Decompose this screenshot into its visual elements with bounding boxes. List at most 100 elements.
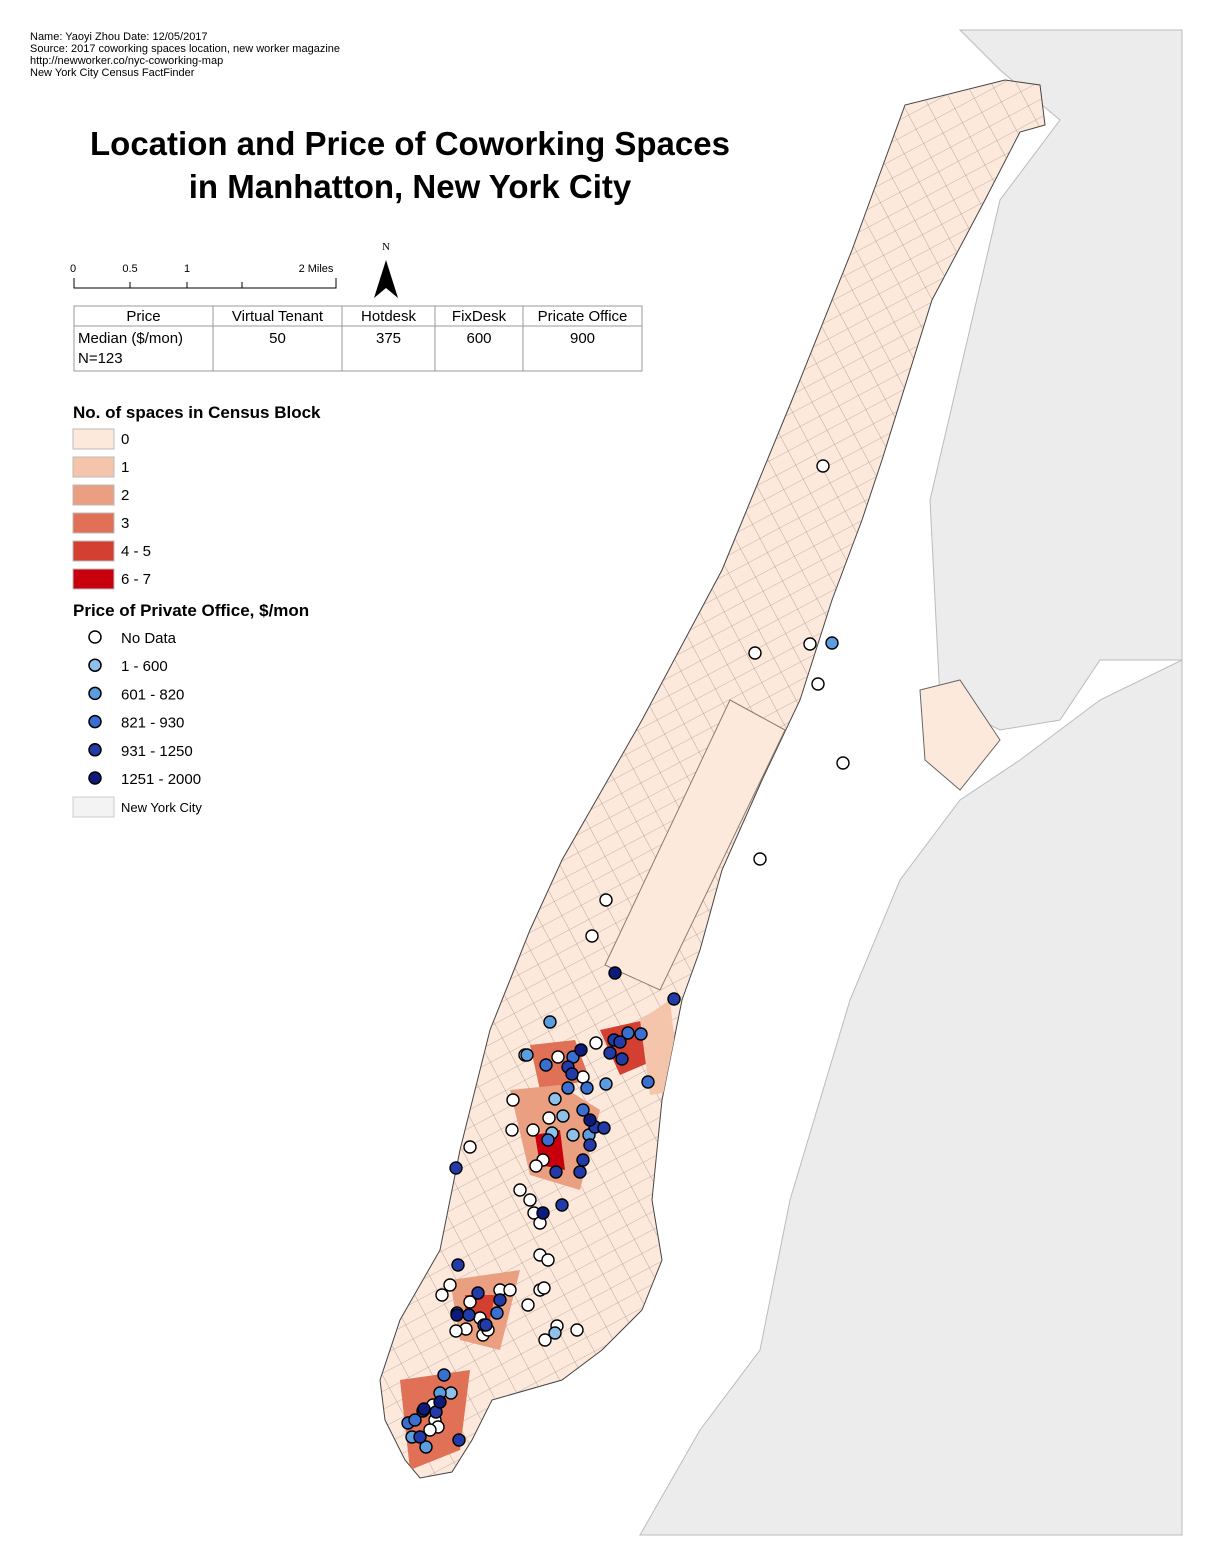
coworking-space [433, 1395, 447, 1409]
table-cell: 50 [269, 330, 286, 347]
table-cell: 375 [376, 330, 401, 347]
note: New York City Census FactFinder [30, 67, 195, 79]
legend-label: 1 - 600 [121, 658, 168, 675]
coworking-space [450, 1308, 464, 1322]
coworking-space [417, 1402, 431, 1416]
coworking-space [542, 1111, 556, 1125]
legend-symbol [88, 630, 102, 644]
coworking-space [435, 1288, 449, 1302]
coworking-space [521, 1298, 535, 1312]
coworking-space [667, 992, 681, 1006]
coworking-space [526, 1123, 540, 1137]
coworking-space [408, 1413, 422, 1427]
coworking-space [576, 1070, 590, 1084]
coworking-space [561, 1081, 575, 1095]
coworking-space [836, 756, 850, 770]
coworking-space [463, 1295, 477, 1309]
coworking-space [452, 1433, 466, 1447]
legend-swatch [72, 484, 115, 506]
north-label: N [382, 241, 390, 253]
coworking-space [543, 1015, 557, 1029]
coworking-space [523, 1193, 537, 1207]
coworking-space [565, 1067, 579, 1081]
table-footnote: N=123 [78, 350, 123, 367]
coworking-space [811, 677, 825, 691]
scale-bar [73, 278, 337, 289]
coworking-space [574, 1043, 588, 1057]
table-header: Price [126, 308, 160, 325]
table-cell: 900 [570, 330, 595, 347]
coworking-space [444, 1386, 458, 1400]
legend-label: 3 [121, 515, 129, 532]
note: Name: Yaoyi Zhou Date: 12/05/2017 [30, 31, 208, 43]
coworking-space [449, 1324, 463, 1338]
coworking-space [599, 1077, 613, 1091]
coworking-space [451, 1258, 465, 1272]
coworking-space [462, 1308, 476, 1322]
coworking-space [413, 1430, 427, 1444]
coworking-space [479, 1318, 493, 1332]
coworking-space [538, 1333, 552, 1347]
ui: Name: Yaoyi Zhou Date: 12/05/2017Source:… [30, 31, 730, 818]
legend-swatch [72, 568, 115, 590]
legend-label: 0 [121, 431, 129, 448]
coworking-space [634, 1027, 648, 1041]
coworking-space [548, 1326, 562, 1340]
coworking-space [583, 1138, 597, 1152]
coworking-space [583, 1113, 597, 1127]
coworking-space [548, 1092, 562, 1106]
coworking-space [566, 1128, 580, 1142]
coworking-space [641, 1075, 655, 1089]
coworking-space [555, 1198, 569, 1212]
table-header: Pricate Office [538, 308, 628, 325]
coworking-space [753, 852, 767, 866]
coworking-space [463, 1140, 477, 1154]
north-arrow [374, 260, 398, 298]
coworking-space [505, 1123, 519, 1137]
coworking-space [551, 1050, 565, 1064]
table-cell: Median ($/mon) [78, 330, 183, 347]
legend-label: No Data [121, 630, 177, 647]
coworking-space [825, 636, 839, 650]
coworking-space [437, 1368, 451, 1382]
scale-label: 0.5 [122, 263, 137, 275]
coworking-space [503, 1283, 517, 1297]
coworking-space [541, 1133, 555, 1147]
coworking-space [585, 929, 599, 943]
legend-label: New York City [121, 800, 202, 815]
legend-label: 821 - 930 [121, 715, 184, 732]
note: Source: 2017 coworking spaces location, … [30, 43, 340, 55]
coworking-space [748, 646, 762, 660]
coworking-space [615, 1052, 629, 1066]
coworking-space [597, 1121, 611, 1135]
legend-symbol [88, 743, 102, 757]
legend-label: 1 [121, 459, 129, 476]
scale-label: 2 Miles [299, 263, 334, 275]
legend-label: 2 [121, 487, 129, 504]
coworking-space [513, 1183, 527, 1197]
note: http://newworker.co/nyc-coworking-map [30, 55, 223, 67]
coworking-space [570, 1323, 584, 1337]
table-cell: 600 [466, 330, 491, 347]
coworking-space [603, 1046, 617, 1060]
coworking-space [520, 1048, 534, 1062]
legend-symbol [88, 714, 102, 729]
legend-swatch [72, 512, 115, 534]
scale-label: 0 [70, 263, 76, 275]
coworking-space [816, 459, 830, 473]
legend-title: Price of Private Office, $/mon [73, 601, 309, 620]
coworking-space [529, 1159, 543, 1173]
coworking-space [580, 1081, 594, 1095]
land [639, 29, 1183, 1536]
coworking-space [803, 637, 817, 651]
legend-swatch [72, 428, 115, 450]
coworking-space [608, 966, 622, 980]
legend-label: 4 - 5 [121, 543, 151, 560]
legend-symbol [88, 771, 102, 785]
table-header: Virtual Tenant [232, 308, 324, 325]
table-header: FixDesk [452, 308, 507, 325]
coworking-space [576, 1103, 590, 1117]
coworking-space [613, 1035, 627, 1049]
legend-label: 601 - 820 [121, 686, 184, 703]
